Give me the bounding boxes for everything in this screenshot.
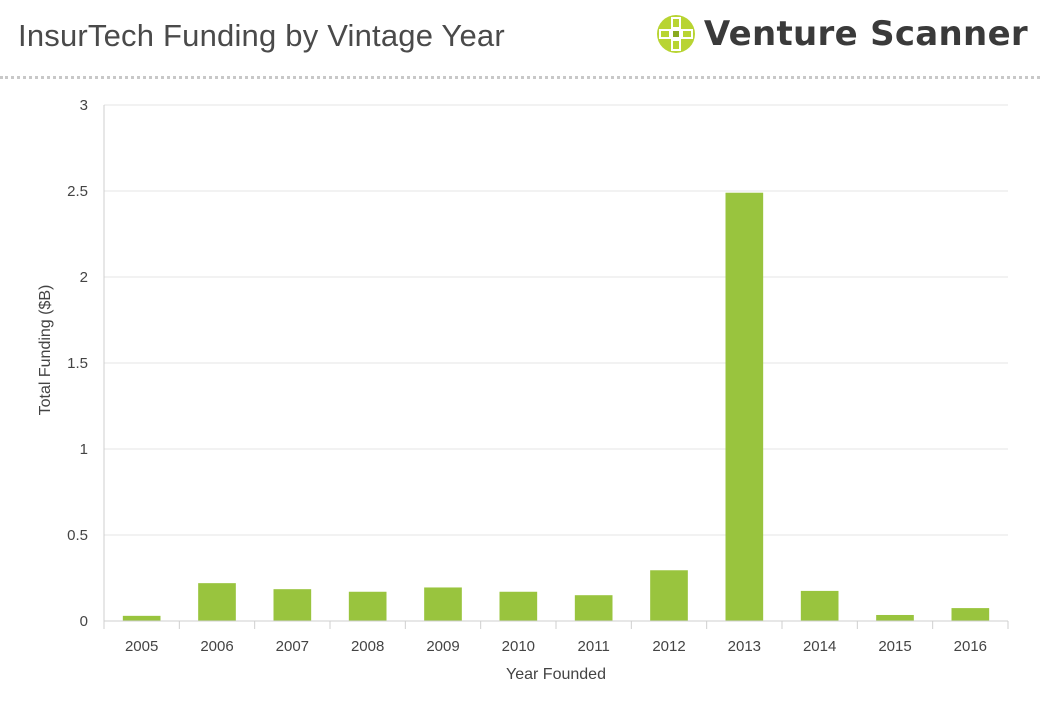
y-tick-label: 2.5 [67, 183, 88, 200]
y-tick-label: 1 [80, 441, 88, 458]
x-tick-label: 2011 [578, 638, 610, 655]
x-tick-label: 2006 [200, 638, 233, 655]
x-tick-label: 2012 [652, 638, 685, 655]
x-axis-title: Year Founded [506, 666, 606, 683]
y-axis-title: Total Funding ($B) [37, 285, 54, 416]
venture-scanner-logo-icon [656, 15, 695, 53]
brand-name: Venture Scanner [703, 14, 1028, 54]
x-tick-label: 2010 [502, 638, 535, 655]
axes [103, 105, 1009, 629]
page-title: InsurTech Funding by Vintage Year [18, 18, 505, 53]
header: InsurTech Funding by Vintage Year Ventur… [0, 0, 1040, 79]
bar-2008 [348, 591, 387, 621]
bar-2009 [424, 587, 462, 621]
bar-2006 [198, 583, 236, 621]
y-tick-label: 2 [80, 269, 88, 286]
gridlines [104, 104, 1008, 536]
bar-2011 [574, 595, 613, 621]
tick-labels: 0 0.5 1 1.5 2 2.5 3 2005 2006 2007 2008 2009 2010 201… [67, 97, 987, 655]
bar-2007 [273, 589, 312, 621]
brand: Venture Scanner [656, 14, 1028, 54]
y-tick-label: 0.5 [67, 527, 88, 544]
bar-2010 [499, 591, 538, 621]
bar-2014 [800, 590, 839, 621]
header-divider [0, 76, 1040, 79]
x-tick-label: 2005 [125, 638, 158, 655]
bar-2016 [951, 608, 990, 621]
x-tick-label: 2009 [426, 638, 459, 655]
bar-2015 [876, 614, 914, 621]
x-tick-label: 2014 [803, 638, 836, 655]
x-tick-label: 2008 [351, 638, 384, 655]
y-tick-label: 3 [80, 97, 88, 114]
bar-2012 [650, 570, 688, 621]
x-tick-label: 2007 [276, 638, 309, 655]
y-tick-label: 1.5 [67, 355, 88, 372]
bar-2005 [122, 615, 161, 621]
x-tick-label: 2015 [878, 638, 911, 655]
x-tick-label: 2016 [954, 638, 987, 655]
bars [122, 192, 990, 621]
bar-2013 [725, 192, 764, 621]
y-tick-label: 0 [80, 613, 88, 630]
x-tick-label: 2013 [728, 638, 761, 655]
